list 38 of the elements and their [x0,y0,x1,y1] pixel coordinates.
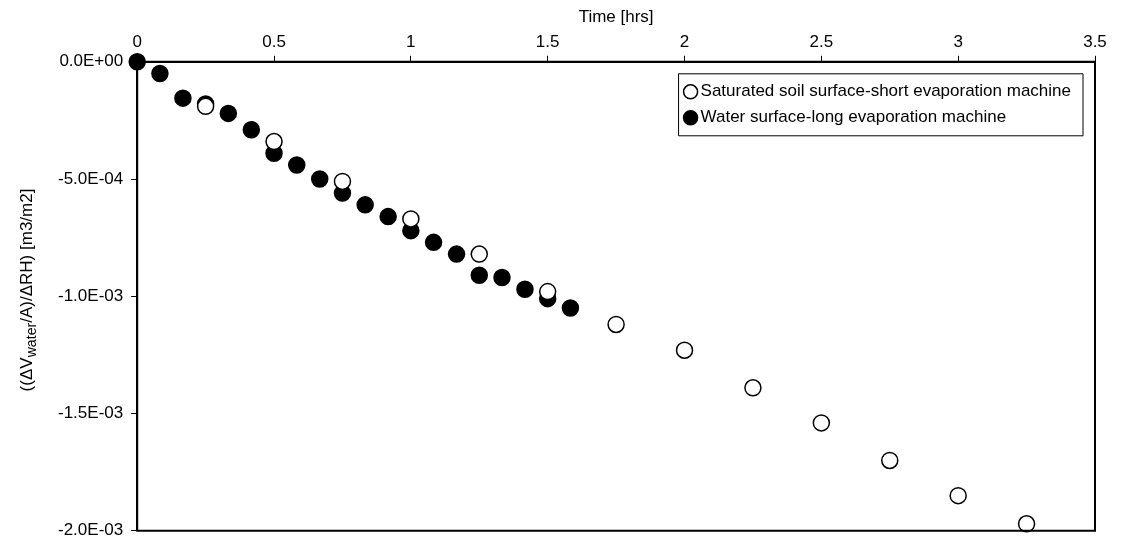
y-tick-label: 0.0E+00 [59,51,124,71]
point [174,89,192,107]
point [219,104,238,123]
x-tick-label: 3 [953,32,963,52]
legend-label: Water surface-long evaporation machine [700,107,1007,127]
point [493,268,511,287]
point [265,132,283,151]
point [310,170,329,188]
point [470,245,489,263]
point [242,121,261,139]
point [470,266,489,284]
x-tick-label: 0.5 [262,32,286,52]
x-tick-label: 1.5 [535,32,560,52]
point [379,207,397,226]
point [561,299,580,317]
y-tick-label: -1.5E-03 [58,403,124,423]
point [424,233,443,252]
point [333,172,352,191]
y-tick-label: -1.0E-03 [58,285,124,305]
x-tick-label: 1 [406,32,416,52]
point [516,280,534,299]
point [607,315,625,334]
point [675,341,694,359]
x-tick-label: 2.5 [809,32,834,52]
point [287,156,306,174]
legend-label: Saturated soil surface-short evaporation machine [700,81,1072,101]
x-axis-title: Time [hrs] [578,6,654,26]
point [744,379,762,397]
y-tick-label: -2.0E-03 [58,520,124,540]
x-tick-label: 0 [132,32,142,52]
point [402,210,420,228]
point [447,245,466,263]
x-tick-label: 3.5 [1083,32,1107,52]
y-tick-label: -5.0E-04 [58,168,124,188]
point [151,64,169,83]
x-tick-label: 2 [679,32,690,52]
point [356,196,374,214]
point [538,282,557,301]
